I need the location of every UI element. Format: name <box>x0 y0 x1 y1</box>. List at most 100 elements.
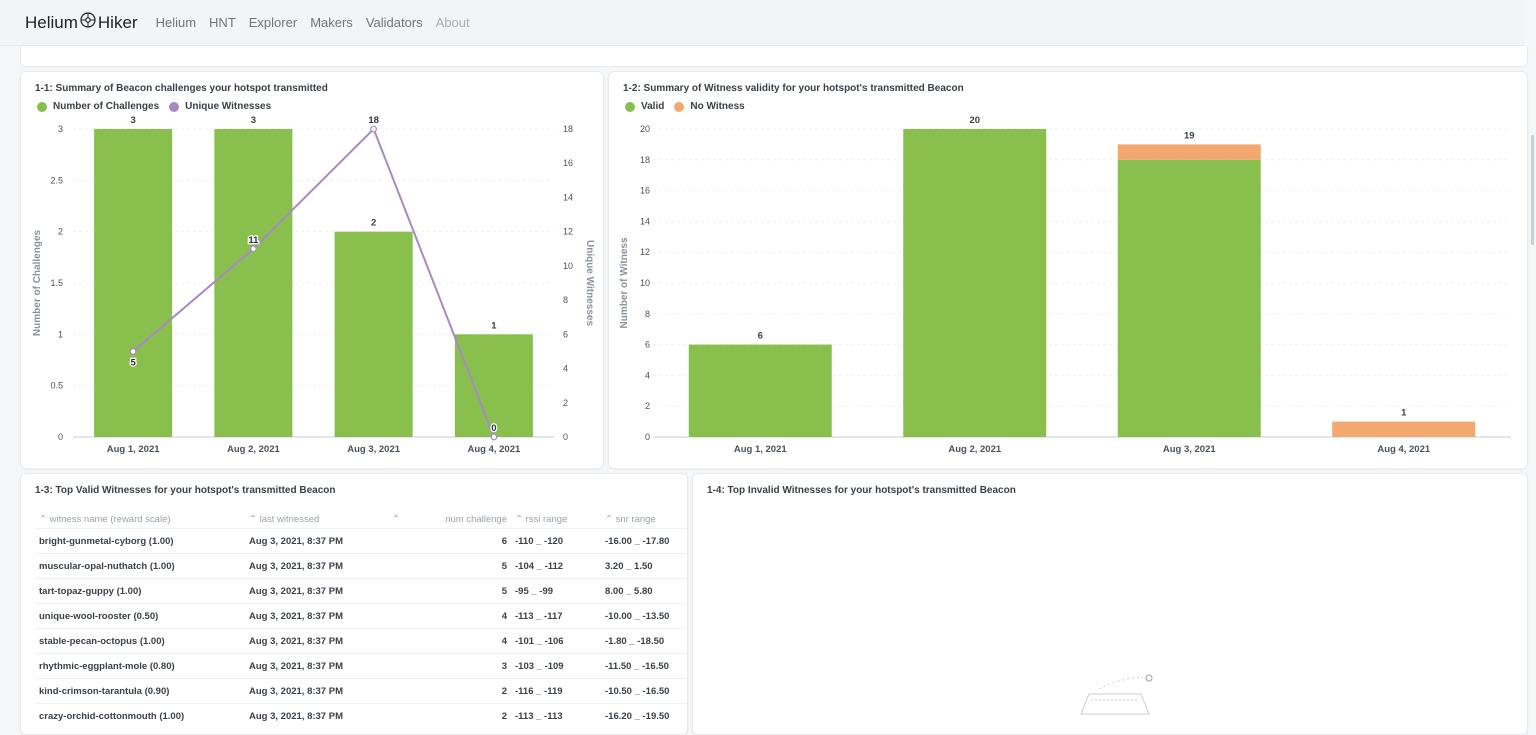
nav-link-hnt[interactable]: HNT <box>209 15 236 30</box>
x-tick-label: Aug 1, 2021 <box>734 444 788 455</box>
table-card-invalid-witnesses: 1-4: Top Invalid Witnesses for your hots… <box>692 473 1528 735</box>
line-value-label: 11 <box>248 235 259 246</box>
y-tick-label: 1.5 <box>50 278 63 288</box>
legend-dot-icon <box>169 101 180 112</box>
x-tick-label: Aug 3, 2021 <box>1163 444 1217 455</box>
table-row[interactable]: tart-topaz-guppy (1.00) Aug 3, 2021, 8:37… <box>35 578 687 604</box>
empty-state-illustration-icon <box>1071 674 1161 729</box>
y2-tick-label: 14 <box>563 192 573 202</box>
x-tick-label: Aug 1, 2021 <box>107 444 161 455</box>
last-witnessed-cell: Aug 3, 2021, 8:37 PM <box>245 553 427 579</box>
snr-range-cell: -1.80 _ -18.50 <box>601 628 687 654</box>
rssi-range-cell: -104 _ -112 <box>511 553 601 579</box>
bar-value-label: 2 <box>371 218 376 229</box>
y2-tick-label: 0 <box>563 432 568 442</box>
table-row[interactable]: unique-wool-rooster (0.50) Aug 3, 2021, 8… <box>35 603 687 629</box>
column-header[interactable]: ⌃ rssi range <box>515 513 568 525</box>
last-witnessed-cell: Aug 3, 2021, 8:37 PM <box>245 628 427 654</box>
y2-tick-label: 12 <box>563 227 573 237</box>
num-challenge-cell: 6 <box>427 528 511 554</box>
line-point <box>129 348 137 355</box>
witness-name-cell: crazy-orchid-cottonmouth (1.00) <box>35 703 245 728</box>
column-header[interactable]: ⌃ witness name (reward scale) <box>39 513 171 525</box>
nav-link-about[interactable]: About <box>435 15 470 30</box>
witness-name-cell: muscular-opal-nuthatch (1.00) <box>35 553 245 579</box>
y-tick-label: 0 <box>645 432 650 442</box>
witness-name-cell: rhythmic-eggplant-mole (0.80) <box>35 653 245 679</box>
legend-item-witnesses[interactable]: Unique Witnesses <box>169 101 271 112</box>
y2-axis-label: Unique Witnesses <box>584 240 595 326</box>
y-tick-label: 18 <box>640 155 650 165</box>
legend-item-no-witness[interactable]: No Witness <box>674 101 745 112</box>
top-navbar: Helium Hiker Helium HNT Explorer Makers … <box>0 0 1524 46</box>
num-challenge-cell: 3 <box>427 653 511 679</box>
bar <box>454 334 533 437</box>
brand-logo[interactable]: Helium Hiker <box>25 12 138 33</box>
table-row[interactable]: stable-pecan-octopus (1.00) Aug 3, 2021, … <box>35 628 687 654</box>
column-header[interactable]: ⌃ snr range <box>605 513 656 525</box>
x-tick-label: Aug 2, 2021 <box>948 444 1002 455</box>
witness-name-cell: kind-crimson-tarantula (0.90) <box>35 678 245 704</box>
page-scrollbar[interactable] <box>1531 135 1534 245</box>
num-challenge-cell: 5 <box>427 578 511 604</box>
table-row[interactable]: rhythmic-eggplant-mole (0.80) Aug 3, 2021… <box>35 653 687 679</box>
y-tick-label: 12 <box>640 247 650 257</box>
column-header[interactable]: ⌃ last witnessed ⌃ <box>249 513 400 525</box>
y-tick-label: 0.5 <box>50 381 63 391</box>
table-card-valid-witnesses: 1-3: Top Valid Witnesses for your hotspo… <box>20 473 688 735</box>
bar <box>94 129 173 437</box>
nav-link-helium[interactable]: Helium <box>155 15 197 30</box>
header-panel <box>20 46 1528 67</box>
legend-dot-icon <box>625 101 635 112</box>
table-row[interactable]: crazy-orchid-cottonmouth (1.00) Aug 3, 20… <box>35 703 687 728</box>
y-tick-label: 3 <box>58 124 63 134</box>
brand-text-left: Helium <box>25 12 78 32</box>
line-value-label: 0 <box>491 423 496 434</box>
table-title: 1-3: Top Valid Witnesses for your hotspo… <box>35 485 336 496</box>
num-challenge-cell: 4 <box>427 628 511 654</box>
bar-no-witness <box>1332 421 1476 437</box>
y2-tick-label: 16 <box>563 158 573 168</box>
snr-range-cell: -10.50 _ -16.50 <box>601 678 687 704</box>
legend-item-challenges[interactable]: Number of Challenges <box>37 101 159 112</box>
last-witnessed-cell: Aug 3, 2021, 8:37 PM <box>245 703 427 728</box>
column-header[interactable]: num challenge <box>445 513 507 525</box>
table-row[interactable]: bright-gunmetal-cyborg (1.00) Aug 3, 2021… <box>35 528 687 554</box>
y-tick-label: 2 <box>645 401 650 411</box>
chart-title: 1-2: Summary of Witness validity for you… <box>623 83 964 94</box>
bar-total-label: 6 <box>758 331 763 342</box>
y-tick-label: 4 <box>645 370 650 380</box>
rssi-range-cell: -116 _ -119 <box>511 678 601 704</box>
legend-item-valid[interactable]: Valid <box>625 101 664 112</box>
y2-tick-label: 6 <box>563 329 568 339</box>
bar-value-label: 3 <box>130 115 135 126</box>
num-challenge-cell: 5 <box>427 553 511 579</box>
line-point <box>370 125 378 133</box>
num-challenge-cell: 2 <box>427 678 511 704</box>
bar <box>214 129 293 437</box>
legend-dot-icon <box>37 101 47 112</box>
nav-link-explorer[interactable]: Explorer <box>248 15 298 30</box>
nav-link-validators[interactable]: Validators <box>365 15 423 30</box>
y-tick-label: 1 <box>58 329 63 339</box>
y2-tick-label: 18 <box>563 124 573 134</box>
bar-value-label: 3 <box>251 115 256 126</box>
snr-range-cell: -11.50 _ -16.50 <box>601 653 687 679</box>
bar <box>334 231 413 437</box>
table-row[interactable]: kind-crimson-tarantula (0.90) Aug 3, 2021… <box>35 678 687 704</box>
y-tick-label: 8 <box>645 309 650 319</box>
y-axis-label: Number of Witness <box>619 237 630 328</box>
x-tick-label: Aug 4, 2021 <box>467 444 521 455</box>
line-value-label: 18 <box>368 115 379 126</box>
helium-logo-icon <box>80 12 96 33</box>
table-row[interactable]: muscular-opal-nuthatch (1.00) Aug 3, 2021… <box>35 553 687 579</box>
num-challenge-cell: 2 <box>427 703 511 728</box>
valid-witnesses-table: ⌃ witness name (reward scale) ⌃ last wit… <box>35 510 687 728</box>
chart-legend: Valid No Witness <box>625 101 755 112</box>
legend-label: Unique Witnesses <box>185 101 272 112</box>
last-witnessed-cell: Aug 3, 2021, 8:37 PM <box>245 578 427 604</box>
x-tick-label: Aug 4, 2021 <box>1377 444 1431 455</box>
nav-link-makers[interactable]: Makers <box>310 15 353 30</box>
bar-total-label: 20 <box>969 115 980 126</box>
line-point <box>249 245 257 253</box>
